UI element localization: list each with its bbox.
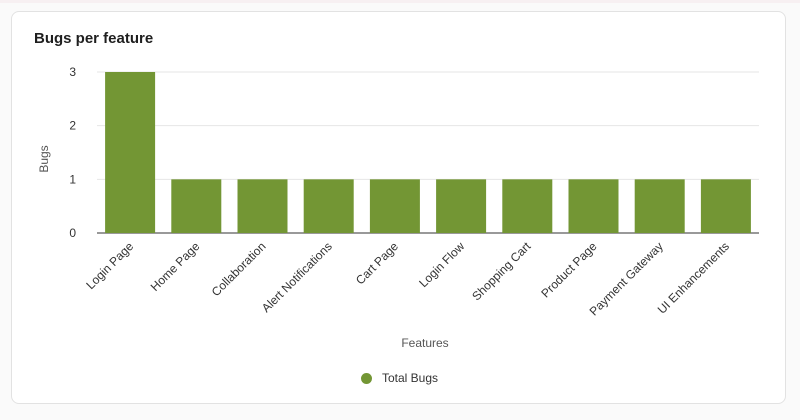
- bar[interactable]: [105, 72, 156, 233]
- x-tick-label: Shopping Cart: [469, 239, 534, 304]
- chart-card: Bugs per feature 0 1 2 3 Login Page Home Pag…: [11, 11, 786, 404]
- bar-chart: 0 1 2 3 Login Page Home Page CollaborationAle…: [37, 65, 759, 350]
- bar[interactable]: [568, 179, 619, 233]
- y-tick-label: 2: [69, 119, 76, 133]
- bar[interactable]: [700, 179, 751, 233]
- bar[interactable]: [634, 179, 685, 233]
- bar[interactable]: [303, 179, 354, 233]
- x-tick-label: Login Flow: [416, 239, 467, 290]
- y-axis-title: Bugs: [37, 145, 51, 172]
- legend-label-total-bugs: Total Bugs: [381, 371, 439, 385]
- y-tick-labels: 0 1 2 3: [69, 65, 76, 240]
- top-strip: [0, 0, 800, 3]
- x-tick-label: Cart Page: [353, 239, 401, 287]
- chart-title: Bugs per feature: [34, 30, 154, 47]
- x-tick-label: Product Page: [538, 239, 600, 301]
- bar[interactable]: [237, 179, 288, 233]
- y-tick-label: 0: [69, 226, 76, 240]
- x-tick-label: UI Enhancements: [655, 239, 732, 316]
- bar[interactable]: [171, 179, 222, 233]
- x-axis-title: Features: [401, 336, 448, 350]
- legend-swatch-total-bugs: [360, 372, 372, 384]
- y-tick-label: 1: [69, 172, 76, 186]
- bar[interactable]: [369, 179, 420, 233]
- chart-legend: Total Bugs: [12, 371, 787, 385]
- x-tick-label: Collaboration: [209, 239, 269, 299]
- y-tick-label: 3: [69, 65, 76, 79]
- x-tick-label: Login Page: [83, 239, 136, 292]
- bars: [105, 72, 751, 233]
- x-tick-label: Home Page: [148, 239, 203, 294]
- x-tick-label: Alert Notifications: [259, 239, 335, 315]
- bar[interactable]: [436, 179, 487, 233]
- bar[interactable]: [502, 179, 553, 233]
